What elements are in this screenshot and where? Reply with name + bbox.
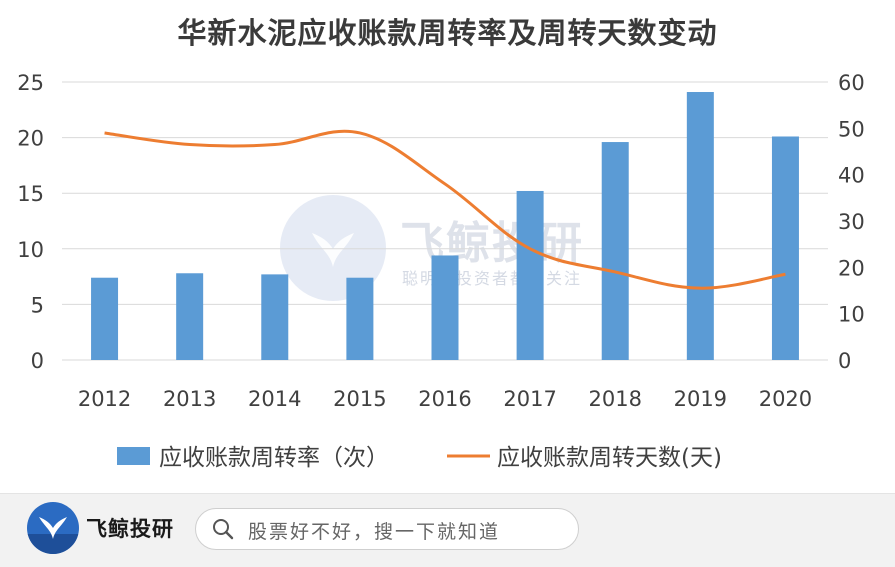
- y-left-tick-label: 5: [31, 293, 44, 317]
- bar-2016: [432, 255, 459, 360]
- legend-swatch-bar: [117, 447, 150, 465]
- y-left-tick-label: 25: [17, 71, 44, 95]
- y-right-tick-label: 60: [838, 71, 865, 95]
- footer-bar: 飞鲸投研 股票好不好，搜一下就知道: [0, 493, 895, 567]
- x-tick-label: 2012: [78, 387, 131, 411]
- x-tick-label: 2018: [588, 387, 641, 411]
- bar-2020: [772, 136, 799, 360]
- bar-2019: [687, 92, 714, 360]
- y-right-tick-label: 50: [838, 117, 865, 141]
- x-tick-label: 2017: [503, 387, 556, 411]
- whale-tail-icon[interactable]: [27, 502, 79, 554]
- x-tick-label: 2016: [418, 387, 471, 411]
- bar-2015: [346, 278, 373, 360]
- y-right-tick-label: 40: [838, 164, 865, 188]
- y-right-tick-label: 20: [838, 256, 865, 280]
- x-tick-label: 2013: [163, 387, 216, 411]
- x-tick-label: 2014: [248, 387, 301, 411]
- x-tick-label: 2019: [674, 387, 727, 411]
- search-placeholder: 股票好不好，搜一下就知道: [248, 517, 500, 544]
- y-left-tick-label: 0: [31, 349, 44, 373]
- search-input[interactable]: 股票好不好，搜一下就知道: [195, 508, 579, 550]
- footer-brand[interactable]: 飞鲸投研: [86, 513, 174, 543]
- legend-label-line: 应收账款周转天数(天): [497, 445, 722, 471]
- legend-label-bar: 应收账款周转率（次）: [159, 445, 389, 471]
- y-right-tick-label: 10: [838, 303, 865, 327]
- bar-2012: [91, 278, 118, 360]
- y-left-tick-label: 10: [17, 238, 44, 262]
- bar-2014: [261, 274, 288, 360]
- y-left-tick-label: 15: [17, 182, 44, 206]
- chart-plot: 0 5 10 15 20 25 0 10 20 30 40 50 60 2012 2013 2014 2015 2…: [0, 0, 895, 493]
- x-tick-label: 2020: [759, 387, 812, 411]
- y-right-tick-label: 0: [838, 349, 851, 373]
- y-left-tick-label: 20: [17, 127, 44, 151]
- x-tick-label: 2015: [333, 387, 386, 411]
- search-icon: [212, 518, 234, 540]
- bar-2018: [602, 142, 629, 360]
- bar-2013: [176, 273, 203, 360]
- y-right-tick-label: 30: [838, 210, 865, 234]
- bar-2017: [517, 191, 544, 360]
